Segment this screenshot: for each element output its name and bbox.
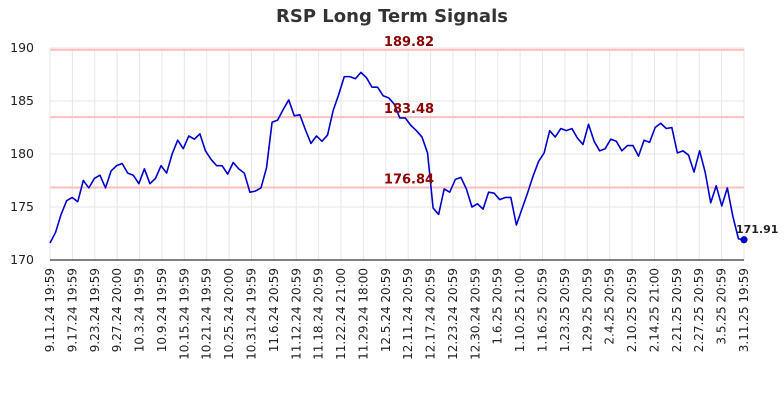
grid bbox=[49, 47, 745, 261]
signal-label: 176.84 bbox=[384, 172, 434, 187]
signal-lines bbox=[50, 48, 744, 189]
price-series bbox=[49, 71, 748, 244]
signal-label: 183.48 bbox=[384, 102, 434, 117]
x-tick-label: 2.4.25 20:59 bbox=[603, 268, 617, 345]
last-value-label: 171.91 bbox=[736, 223, 778, 236]
x-tick-label: 10.15.24 19:59 bbox=[177, 268, 191, 360]
x-tick-label: 1.16.25 20:59 bbox=[536, 268, 550, 352]
x-tick-label: 10.3.24 19:59 bbox=[133, 268, 147, 352]
x-tick-label: 10.9.24 19:59 bbox=[155, 268, 169, 352]
x-tick-label: 11.6.24 20:59 bbox=[267, 268, 281, 352]
y-tick-label: 185 bbox=[10, 93, 34, 108]
x-tick-label: 9.11.24 19:59 bbox=[43, 268, 57, 352]
y-tick-label: 175 bbox=[10, 199, 34, 214]
x-tick-label: 1.6.25 20:59 bbox=[491, 268, 505, 345]
x-tick-label: 2.27.25 20:59 bbox=[692, 268, 706, 352]
x-tick-label: 12.11.24 20:59 bbox=[401, 268, 415, 360]
x-tick-label: 2.10.25 20:59 bbox=[625, 268, 639, 352]
x-tick-label: 11.18.24 20:59 bbox=[312, 268, 326, 360]
last-point-marker bbox=[740, 236, 748, 244]
x-tick-label: 1.23.25 20:59 bbox=[558, 268, 572, 352]
x-tick-label: 10.25.24 20:00 bbox=[222, 268, 236, 360]
x-tick-label: 12.5.24 20:59 bbox=[379, 268, 393, 352]
x-tick-label: 1.29.25 20:59 bbox=[580, 268, 594, 352]
x-tick-label: 9.27.24 20:00 bbox=[110, 268, 124, 352]
x-tick-label: 12.17.24 20:59 bbox=[424, 268, 438, 360]
x-tick-label: 9.17.24 19:59 bbox=[65, 268, 79, 352]
x-tick-label: 10.21.24 19:59 bbox=[200, 268, 214, 360]
x-tick-label: 11.12.24 20:59 bbox=[289, 268, 303, 360]
x-tick-label: 1.10.25 21:00 bbox=[513, 268, 527, 352]
signal-label: 189.82 bbox=[384, 35, 434, 50]
axes bbox=[49, 48, 744, 261]
x-tick-label: 3.11.25 19:59 bbox=[737, 268, 751, 352]
labels: 170 175 180 185 190 9.11.24 19:59 9.17.24 19:5… bbox=[10, 35, 778, 360]
x-tick-label: 2.14.25 21:00 bbox=[647, 268, 661, 352]
x-tick-label: 9.23.24 19:59 bbox=[88, 268, 102, 352]
x-tick-label: 2.21.25 20:59 bbox=[670, 268, 684, 352]
x-tick-label: 11.22.24 21:00 bbox=[334, 268, 348, 360]
x-tick-label: 10.31.24 19:59 bbox=[244, 268, 258, 360]
y-tick-label: 170 bbox=[10, 252, 34, 267]
y-tick-label: 180 bbox=[10, 146, 34, 161]
y-tick-label: 190 bbox=[10, 40, 34, 55]
x-tick-label: 12.30.24 20:59 bbox=[468, 268, 482, 360]
chart-title: RSP Long Term Signals bbox=[276, 6, 508, 27]
x-tick-label: 11.29.24 18:00 bbox=[356, 268, 370, 360]
x-tick-label: 12.23.24 20:59 bbox=[446, 268, 460, 360]
x-tick-label: 3.5.25 20:59 bbox=[715, 268, 729, 345]
series-line bbox=[49, 71, 745, 244]
